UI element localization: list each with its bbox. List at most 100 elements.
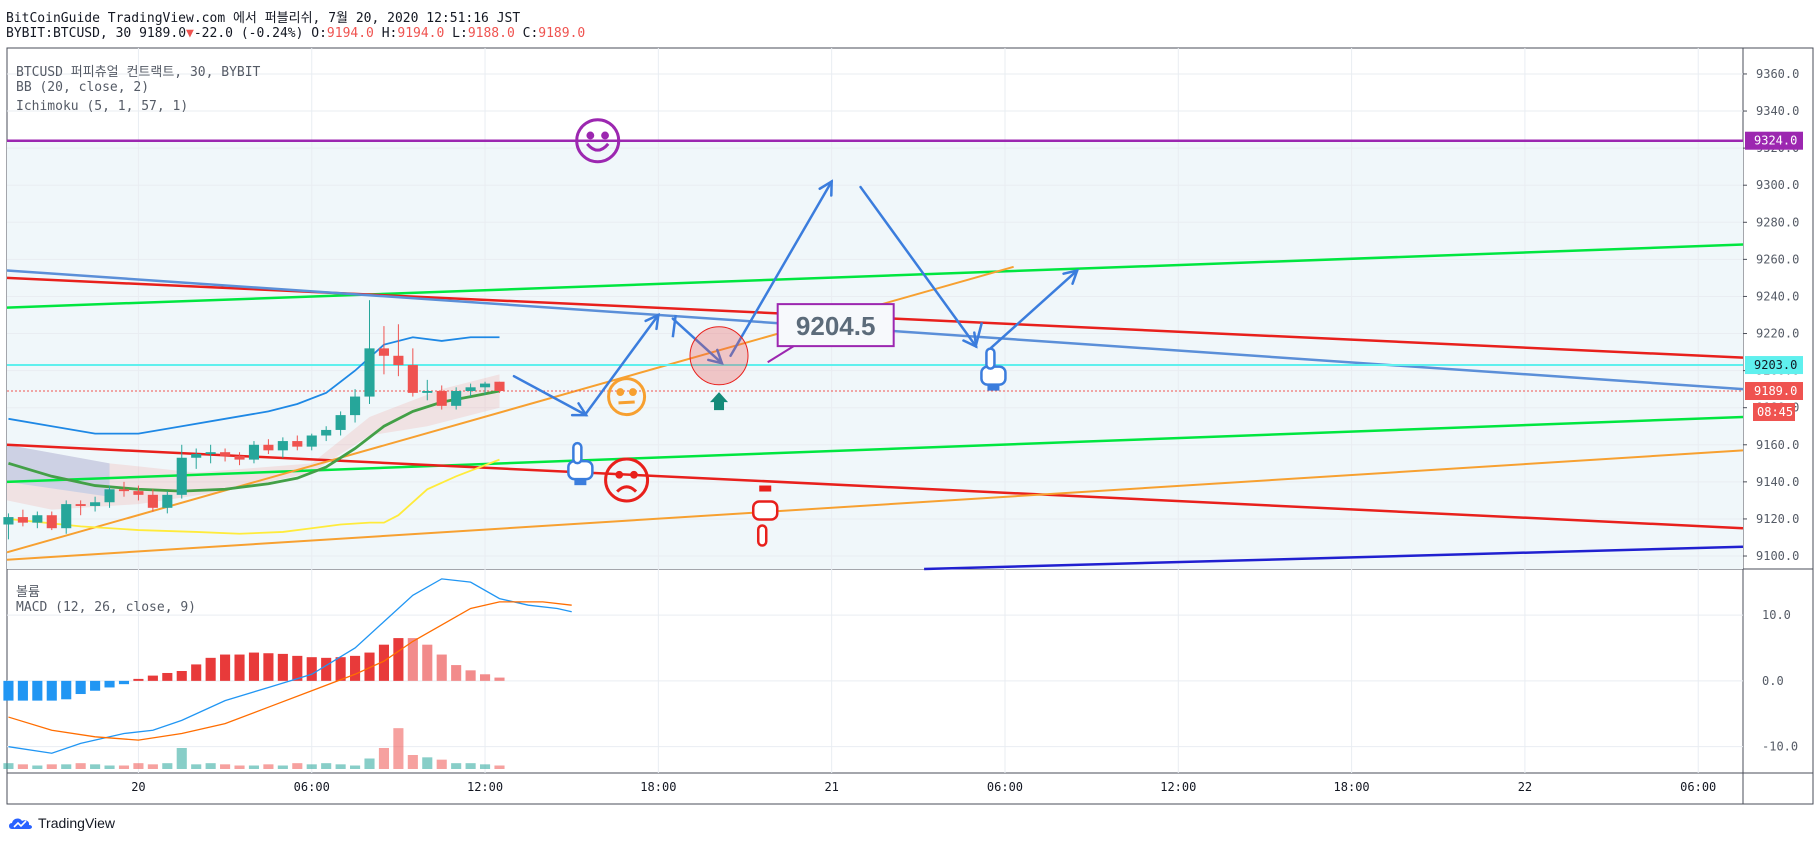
macd-tick-label: 10.0 (1762, 608, 1791, 622)
arrow-path (512, 374, 588, 417)
countdown-box (1753, 403, 1795, 422)
price-change: -22.0 (-0.24%) (193, 26, 304, 41)
smiley-sad-icon (604, 457, 650, 503)
candle-body (465, 387, 476, 392)
price-tick-label: 9340.0 (1756, 104, 1799, 118)
bb-lower-line (8, 458, 500, 535)
candle (350, 389, 361, 423)
price-label-box (1745, 382, 1803, 401)
macd-histogram-bar (147, 675, 158, 681)
scenario-arrow-5 (859, 185, 978, 349)
volume-bar (176, 748, 187, 769)
candle-body (234, 455, 245, 460)
macd-histogram-bar (133, 678, 144, 681)
trendline-red-lower (6, 443, 1744, 530)
candle-body (479, 383, 491, 388)
arrow-head (1062, 268, 1080, 285)
candle (277, 437, 288, 458)
candle-body (335, 415, 346, 430)
time-tick-label: 12:00 (1160, 780, 1196, 794)
candle-body (350, 396, 361, 416)
macd-histogram-bar (32, 680, 43, 701)
volume-bar (378, 748, 390, 769)
candle-body (306, 435, 317, 447)
volume-bar (61, 764, 72, 769)
macd-histogram-bar (479, 674, 491, 681)
scenario-arrow-4 (729, 179, 833, 358)
macd-tick-label: 0.0 (1762, 674, 1784, 688)
candle-body (321, 429, 332, 436)
candle (393, 324, 404, 377)
macd-histogram-bar (364, 652, 375, 681)
macd-histogram-bar (191, 664, 202, 681)
macd-histogram-bar (90, 680, 101, 691)
time-tick-label: 18:00 (1334, 780, 1370, 794)
volume-bar (220, 764, 231, 769)
candle (451, 387, 462, 410)
volume-bar (17, 764, 28, 769)
highlight-band (7, 140, 1743, 569)
volume-bar (494, 765, 505, 769)
hand-palm (751, 500, 779, 521)
macd-histogram-bar (407, 638, 418, 681)
candle-body (46, 515, 57, 529)
candle (364, 300, 375, 404)
volume-bar (205, 763, 216, 769)
macd-histogram-bar (292, 655, 303, 681)
candle (133, 485, 144, 501)
candle-body (90, 502, 101, 506)
price-tick-label: 9260.0 (1756, 252, 1799, 266)
arrow-path (729, 180, 833, 358)
volume-legend[interactable]: 볼륨 (16, 585, 40, 600)
bb-legend[interactable]: BB (20, close, 2) (16, 80, 150, 95)
trendline-navy (924, 545, 1744, 571)
candle-body (104, 489, 115, 503)
macd-histogram-bar (176, 671, 187, 681)
price-label-box (1745, 356, 1803, 375)
candle-body (364, 348, 375, 397)
volume-bar (118, 765, 130, 769)
candle (220, 448, 231, 462)
volume-bar (248, 765, 260, 769)
face-eye (615, 470, 624, 479)
hand-palm (980, 365, 1007, 386)
candle (3, 513, 14, 540)
macd-line (8, 578, 572, 754)
macd-histogram-bar (436, 654, 447, 681)
price-label-text: 9189.0 (1754, 384, 1797, 398)
macd-histogram-bar (422, 644, 433, 681)
tradingview-logo[interactable]: TradingView (8, 815, 115, 831)
macd-tick-label: -10.0 (1762, 740, 1798, 754)
price-tick-label: 9280.0 (1756, 215, 1799, 229)
macd-legend[interactable]: MACD (12, 26, close, 9) (16, 600, 197, 615)
volume-bar (465, 763, 476, 769)
callout-pointer (767, 345, 795, 364)
pointing-hand-up-icon (980, 347, 1007, 391)
candle (479, 381, 491, 395)
candle-body (248, 444, 260, 460)
volume-bar (277, 765, 288, 769)
price-tick-label: 9360.0 (1756, 67, 1799, 81)
candle (104, 485, 115, 508)
macd-histogram-bar (104, 680, 115, 688)
arrow-path (859, 185, 978, 348)
face-outline (575, 118, 621, 164)
arrow-path (584, 313, 660, 415)
macd-histogram-bar (205, 657, 216, 681)
candle (90, 496, 101, 512)
face-mouth (618, 400, 635, 405)
hand-cuff (759, 485, 772, 492)
volume-bar (335, 764, 346, 769)
time-tick-label: 22 (1518, 780, 1532, 794)
scenario-tick (974, 322, 984, 345)
scenario-arrow-3 (671, 317, 724, 365)
ichimoku-legend[interactable]: Ichimoku (5, 1, 57, 1) (16, 99, 189, 114)
volume-bar (234, 765, 245, 769)
time-tick-label: 06:00 (987, 780, 1023, 794)
candle-body (205, 452, 216, 455)
high-value: 9194.0 (397, 26, 445, 41)
down-arrow-icon: ▼ (186, 26, 194, 41)
volume-bar (393, 728, 404, 769)
candle (191, 448, 202, 469)
